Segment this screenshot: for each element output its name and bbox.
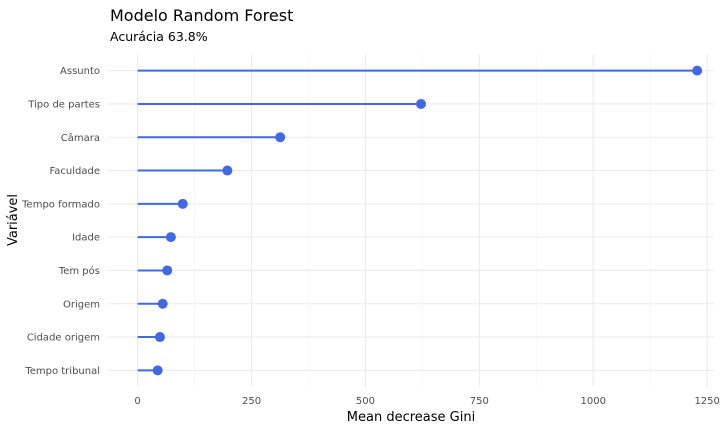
y-tick-label: Tempo formado xyxy=(21,199,100,210)
x-tick-label: 0 xyxy=(134,396,140,407)
x-tick-label: 1250 xyxy=(694,396,719,407)
point-0 xyxy=(692,65,703,76)
x-tick-label: 250 xyxy=(242,396,261,407)
point-3 xyxy=(222,165,233,176)
lollipop-stems xyxy=(137,69,698,372)
x-axis-title: Mean decrease Gini xyxy=(347,410,475,425)
point-2 xyxy=(275,132,286,143)
y-tick-label: Origem xyxy=(63,299,100,310)
point-5 xyxy=(165,232,176,243)
point-9 xyxy=(152,365,163,376)
chart-title: Modelo Random Forest xyxy=(110,6,293,25)
y-tick-label: Câmara xyxy=(61,132,100,144)
point-1 xyxy=(416,98,427,109)
point-4 xyxy=(177,198,188,209)
y-tick-label: Tipo de partes xyxy=(27,99,100,110)
y-tick-label: Assunto xyxy=(60,66,100,77)
y-tick-label: Idade xyxy=(72,233,100,244)
point-7 xyxy=(157,298,168,309)
point-6 xyxy=(162,265,173,276)
lollipop-points xyxy=(152,65,703,376)
x-axis-ticks: 0 250 500 750 1000 1250 xyxy=(134,396,719,407)
y-tick-label: Cidade origem xyxy=(27,333,100,344)
y-axis-title: Variável xyxy=(6,194,21,246)
y-axis-ticks: Assunto Tipo de partes Câmara Faculdade Temp… xyxy=(21,66,100,377)
point-8 xyxy=(154,332,165,343)
y-tick-label: Tem pós xyxy=(58,265,100,277)
chart-subtitle: Acurácia 63.8% xyxy=(110,29,208,44)
y-tick-label: Faculdade xyxy=(49,166,100,177)
x-tick-label: 750 xyxy=(470,396,489,407)
x-tick-label: 1000 xyxy=(581,396,606,407)
y-tick-label: Tempo tribunal xyxy=(24,366,100,377)
x-tick-label: 500 xyxy=(356,396,375,407)
